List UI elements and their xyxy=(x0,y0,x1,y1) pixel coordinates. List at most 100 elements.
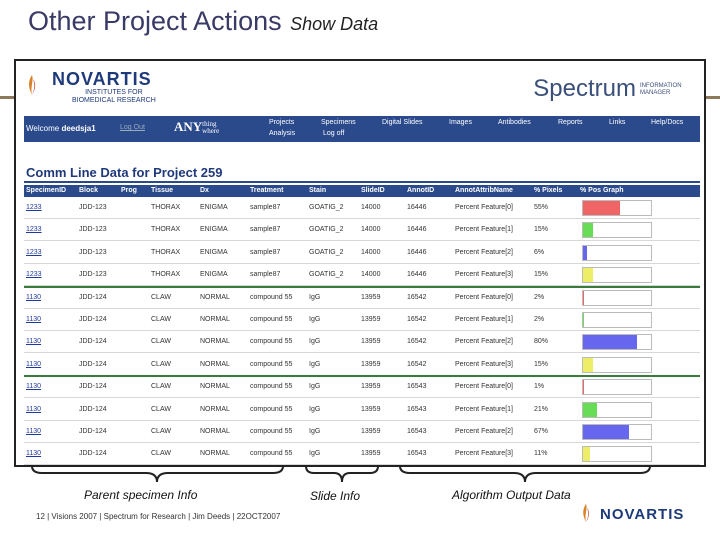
row-separator xyxy=(24,419,700,421)
nav-reports[interactable]: Reports xyxy=(558,119,583,126)
cell-block: JDD-124 xyxy=(79,293,107,301)
cell-tissue: THORAX xyxy=(151,204,181,211)
cell-block: JDD-124 xyxy=(79,450,107,458)
logout-link[interactable]: Log Out xyxy=(120,124,145,131)
row-separator xyxy=(24,464,700,465)
specimen-link[interactable]: 1233 xyxy=(26,248,42,256)
column-header[interactable]: SlideID xyxy=(361,187,385,194)
nav-images[interactable]: Images xyxy=(449,119,472,126)
table-row: 1233 JDD-123 THORAX ENIGMA sample87 GOATIG_2 1… xyxy=(24,197,700,219)
cell-annot: 16543 xyxy=(407,428,427,435)
specimen-link[interactable]: 1233 xyxy=(26,204,42,211)
nav-specimens[interactable]: Specimens xyxy=(321,119,356,126)
cell-slide: 13959 xyxy=(361,316,381,323)
cell-block: JDD-123 xyxy=(79,226,107,234)
column-header[interactable]: Stain xyxy=(309,187,327,194)
percent-bar xyxy=(582,267,652,284)
column-header[interactable]: % Pixels xyxy=(534,187,563,194)
cell-block: JDD-124 xyxy=(79,383,107,391)
cell-annot: 16543 xyxy=(407,450,427,458)
percent-bar-fill xyxy=(583,313,585,327)
cell-attr: Percent Feature[3] xyxy=(455,360,513,368)
specimen-link[interactable]: 1130 xyxy=(26,405,42,413)
column-header[interactable]: Treatment xyxy=(250,187,284,194)
cell-stain: IgG xyxy=(309,428,321,435)
nav-antibodies[interactable]: Antibodies xyxy=(498,119,531,126)
label-algorithm-output: Algorithm Output Data xyxy=(452,488,571,502)
cell-annot: 16446 xyxy=(407,226,427,234)
specimen-link[interactable]: 1233 xyxy=(26,271,42,279)
column-header[interactable]: AnnotAttribName xyxy=(455,187,513,194)
accent-line-right xyxy=(706,96,720,99)
cell-tissue: THORAX xyxy=(151,271,181,279)
specimen-link[interactable]: 1130 xyxy=(26,450,42,458)
column-header[interactable]: SpecimenID xyxy=(26,187,67,194)
top-navbar: Welcome deedsja1 Log Out ANYthing where P… xyxy=(24,116,700,142)
specimen-link[interactable]: 1130 xyxy=(26,360,42,368)
cell-stain: IgG xyxy=(309,338,321,346)
cell-stain: IgG xyxy=(309,405,321,413)
novartis-logo-sub: INSTITUTES FOR BIOMEDICAL RESEARCH xyxy=(72,89,156,104)
nav-digital-slides[interactable]: Digital Slides xyxy=(382,119,423,126)
specimen-link[interactable]: 1130 xyxy=(26,383,42,391)
page-heading: Comm Line Data for Project 259 xyxy=(26,165,223,180)
percent-bar-fill xyxy=(583,335,638,350)
cell-dx: NORMAL xyxy=(200,316,230,323)
slide-footer: 12 | Visions 2007 | Spectrum for Researc… xyxy=(36,512,281,521)
column-header[interactable]: % Pos Graph xyxy=(580,187,624,194)
cell-annot: 16542 xyxy=(407,316,427,323)
cell-pct: 55% xyxy=(534,204,549,211)
welcome-text: Welcome deedsja1 xyxy=(26,124,96,133)
row-separator xyxy=(24,352,700,354)
cell-dx: NORMAL xyxy=(200,360,230,368)
specimen-link[interactable]: 1130 xyxy=(26,428,42,435)
cell-attr: Percent Feature[1] xyxy=(455,405,513,413)
cell-dx: ENIGMA xyxy=(200,248,228,256)
cell-annot: 16542 xyxy=(407,360,427,368)
cell-attr: Percent Feature[1] xyxy=(455,226,513,234)
nav-links[interactable]: Links xyxy=(609,119,626,126)
cell-attr: Percent Feature[2] xyxy=(455,338,513,346)
specimen-link[interactable]: 1233 xyxy=(26,226,42,234)
cell-attr: Percent Feature[2] xyxy=(455,248,513,256)
column-header[interactable]: Dx xyxy=(200,187,209,194)
anything-anywhere-logo: ANYthing where xyxy=(174,119,220,136)
table-row: 1233 JDD-123 THORAX ENIGMA sample87 GOATIG_2 1… xyxy=(24,242,700,264)
nav-help-docs[interactable]: Help/Docs xyxy=(651,119,684,126)
specimen-link[interactable]: 1130 xyxy=(26,338,42,346)
nav-logoff[interactable]: Log off xyxy=(323,130,345,137)
cell-slide: 13959 xyxy=(361,360,381,368)
specimen-link[interactable]: 1130 xyxy=(26,293,42,301)
table-row: 1130 JDD-124 CLAW NORMAL compound 55 IgG 13959… xyxy=(24,399,700,421)
column-header[interactable]: Block xyxy=(79,187,99,194)
column-header[interactable]: AnnotID xyxy=(407,187,435,194)
nav-analysis[interactable]: Analysis xyxy=(269,130,296,137)
specimen-link[interactable]: 1130 xyxy=(26,316,42,323)
cell-dx: ENIGMA xyxy=(200,271,228,279)
cell-treatment: compound 55 xyxy=(250,383,293,391)
accent-line-left xyxy=(0,96,16,99)
percent-bar xyxy=(582,244,652,261)
cell-dx: ENIGMA xyxy=(200,226,228,234)
cell-tissue: CLAW xyxy=(151,293,171,301)
nav-projects[interactable]: Projects xyxy=(269,119,295,126)
brace-parent-specimen xyxy=(31,465,284,483)
percent-bar-fill xyxy=(583,402,598,417)
percent-bar-fill xyxy=(583,268,594,283)
label-slide-info: Slide Info xyxy=(310,489,361,503)
table-row: 1130 JDD-124 CLAW NORMAL compound 55 IgG 13959… xyxy=(24,421,700,443)
column-header[interactable]: Tissue xyxy=(151,187,174,194)
row-separator xyxy=(24,397,700,399)
cell-stain: GOATIG_2 xyxy=(309,204,344,211)
cell-slide: 13959 xyxy=(361,338,381,346)
footer-flame-icon xyxy=(583,503,589,523)
percent-bar-fill xyxy=(583,223,594,238)
row-separator xyxy=(24,307,700,309)
cell-annot: 16446 xyxy=(407,271,427,279)
cell-tissue: THORAX xyxy=(151,248,181,256)
column-header[interactable]: Prog xyxy=(121,187,137,194)
row-separator xyxy=(24,218,700,219)
spectrum-logo-sub: INFORMATION MANAGER xyxy=(640,83,682,96)
slide-title-main: Other Project Actions xyxy=(28,6,282,36)
cell-treatment: compound 55 xyxy=(250,338,293,346)
